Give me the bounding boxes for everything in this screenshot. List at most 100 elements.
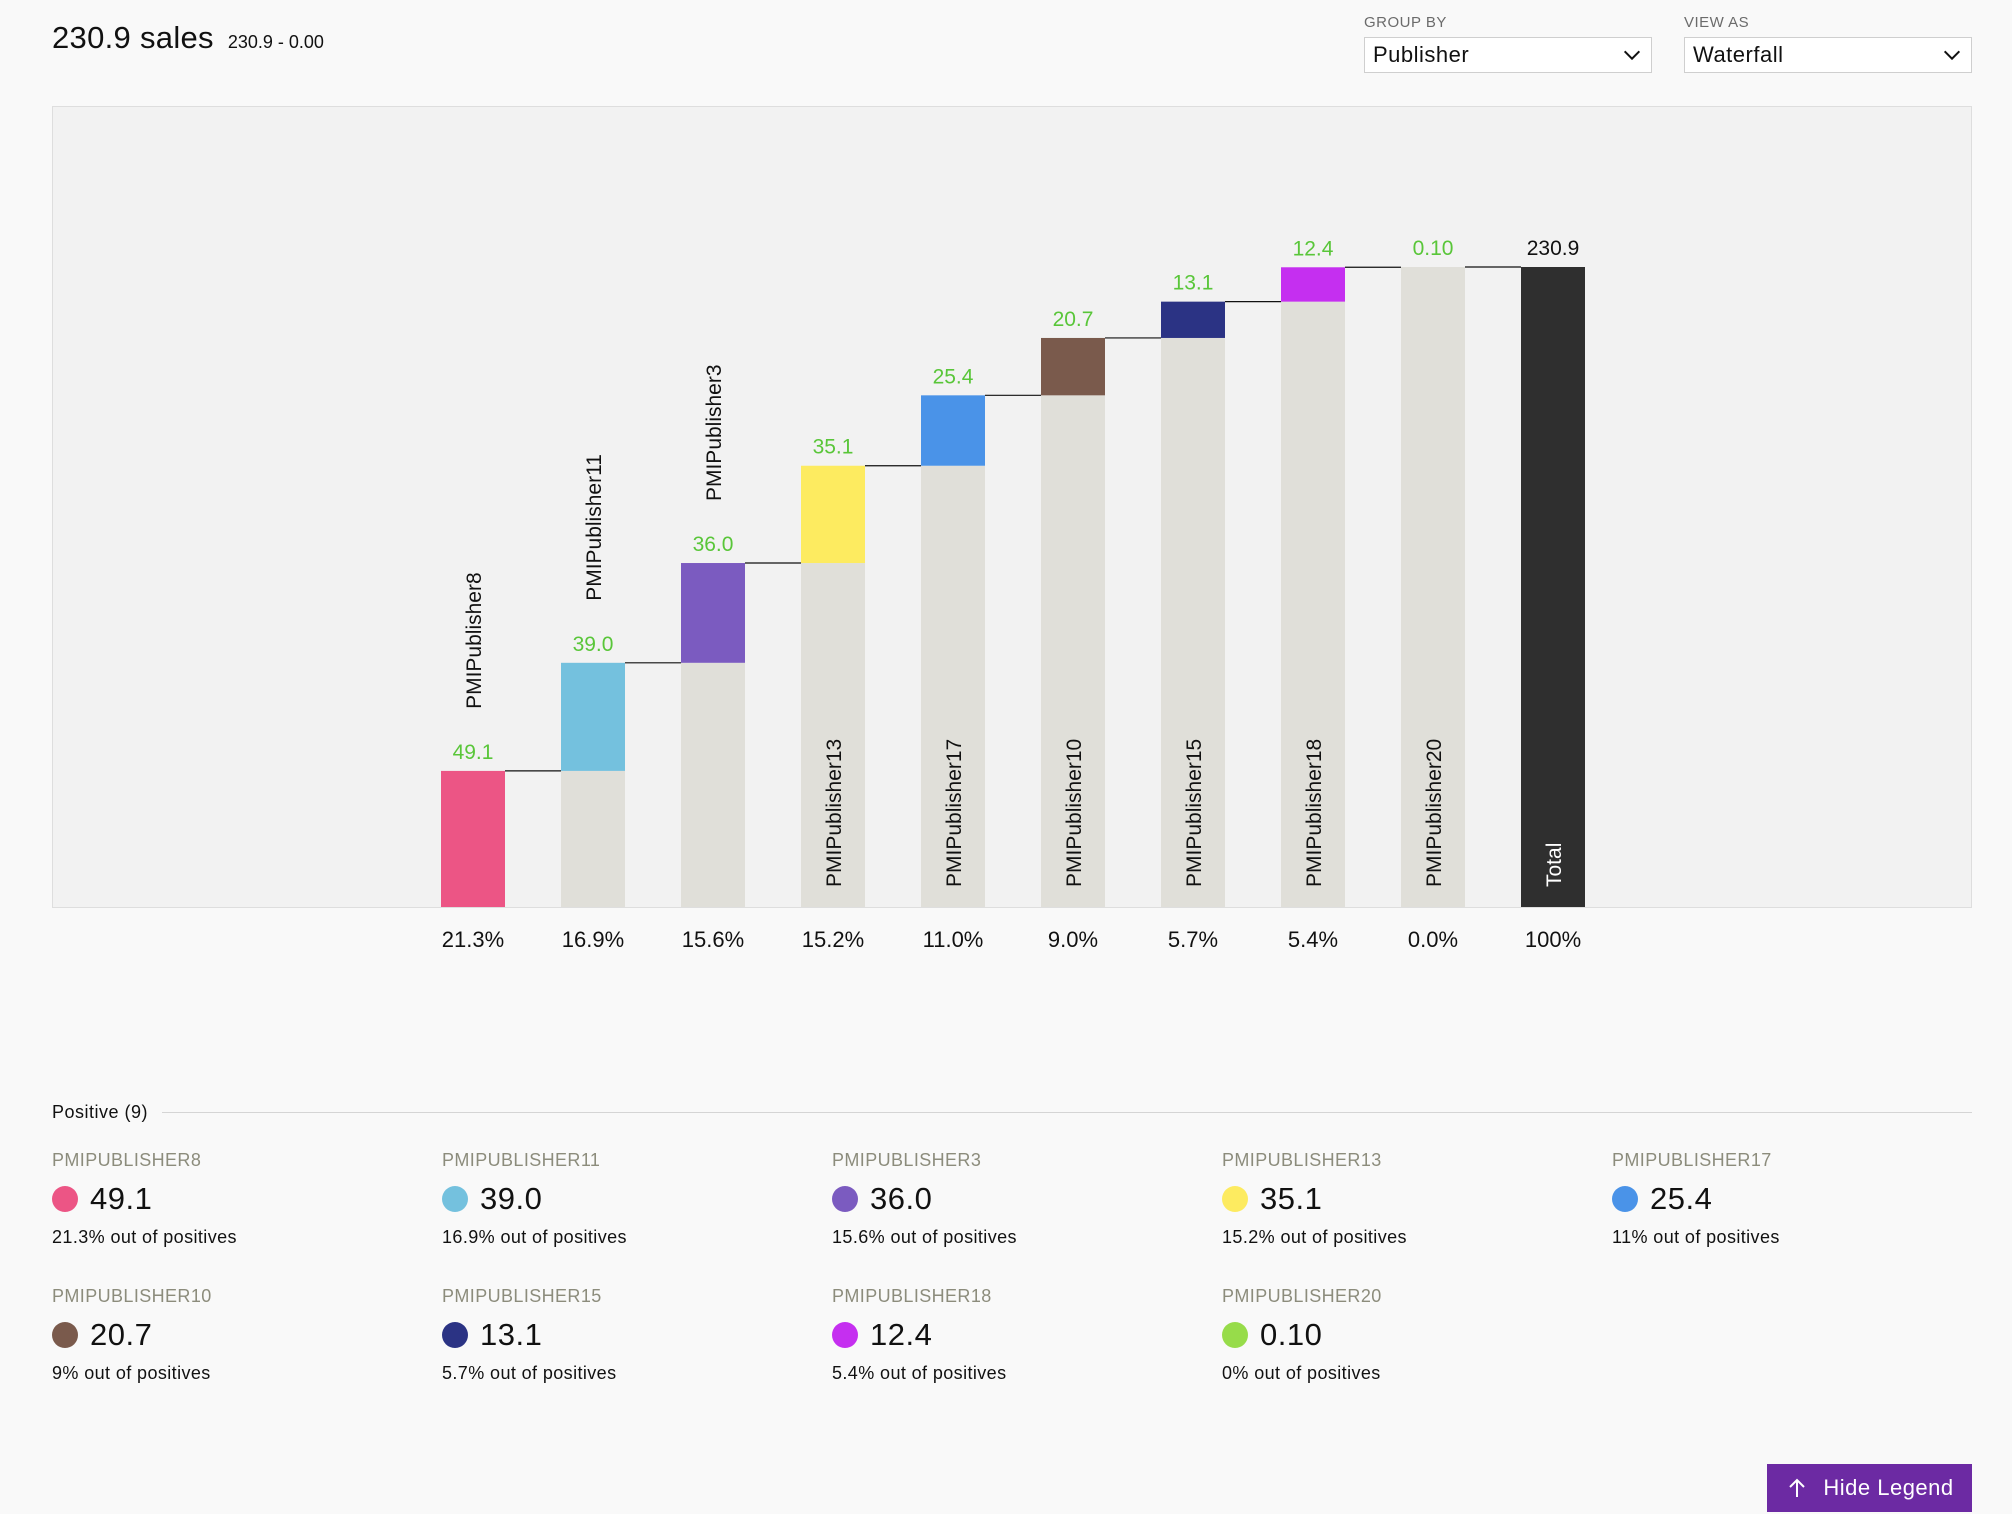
category-label: PMIPublisher8 [463, 572, 486, 709]
legend-item-percent: 5.7% out of positives [442, 1363, 617, 1383]
legend-color-dot [442, 1186, 468, 1212]
legend-item-value: 13.1 [480, 1317, 543, 1352]
legend-item[interactable]: PMIPUBLISHER18 12.4 5.4% out of positives [832, 1286, 1212, 1384]
view-as-select[interactable]: Waterfall [1684, 37, 1972, 73]
legend-divider [162, 1112, 1972, 1113]
legend-item-name: PMIPUBLISHER17 [1612, 1150, 1772, 1170]
value-label: 25.4 [933, 365, 974, 388]
legend-item-value: 25.4 [1650, 1181, 1713, 1216]
category-label: Total [1543, 843, 1566, 887]
chart-area [52, 106, 1972, 908]
hide-legend-label: Hide Legend [1823, 1475, 1954, 1500]
legend-item-percent: 5.4% out of positives [832, 1363, 1007, 1383]
percent-label: 11.0% [923, 927, 984, 952]
legend-color-dot [52, 1322, 78, 1348]
legend-item-value: 39.0 [480, 1181, 543, 1216]
category-label: PMIPublisher15 [1183, 739, 1206, 887]
bar-pmipublisher20[interactable] [1401, 267, 1465, 268]
percent-label: 15.2% [802, 927, 864, 952]
value-label: 13.1 [1173, 272, 1214, 295]
bar-base [681, 662, 745, 907]
legend-item-name: PMIPUBLISHER15 [442, 1286, 602, 1306]
legend-color-dot [1612, 1186, 1638, 1212]
view-as-value: Waterfall [1693, 42, 1784, 67]
group-by-label: GROUP BY [1364, 14, 1447, 31]
legend-item-value: 35.1 [1260, 1181, 1323, 1216]
legend-item[interactable]: PMIPUBLISHER13 35.1 15.2% out of positives [1222, 1150, 1602, 1248]
legend-color-dot [52, 1186, 78, 1212]
legend-item-value: 36.0 [870, 1181, 933, 1216]
arrow-up-icon [1789, 1478, 1806, 1497]
legend-item-name: PMIPUBLISHER20 [1222, 1286, 1382, 1306]
legend-item[interactable]: PMIPUBLISHER11 39.0 16.9% out of positives [442, 1150, 822, 1248]
percent-label: 5.7% [1168, 927, 1218, 952]
bar-base [561, 770, 625, 907]
value-label: 0.10 [1413, 237, 1454, 260]
bar-pmipublisher8[interactable] [441, 770, 505, 907]
value-label: 36.0 [693, 533, 734, 556]
group-by-value: Publisher [1373, 42, 1470, 67]
legend-header: Positive (9) [52, 1102, 1972, 1123]
legend-item-value: 49.1 [90, 1181, 153, 1216]
percent-label: 21.3% [442, 927, 504, 952]
legend-color-dot [1222, 1186, 1248, 1212]
bar-pmipublisher11[interactable] [561, 662, 625, 771]
sales-range-subtitle: 230.9 - 0.00 [227, 32, 324, 52]
total-sales-title: 230.9 sales [52, 20, 214, 55]
group-by-select[interactable]: Publisher [1364, 37, 1652, 73]
legend-item-percent: 16.9% out of positives [442, 1227, 627, 1247]
percent-label: 5.4% [1288, 927, 1338, 952]
bar-total[interactable] [1521, 267, 1585, 907]
legend-color-dot [442, 1322, 468, 1348]
legend-item-name: PMIPUBLISHER18 [832, 1286, 992, 1306]
bar-base [921, 465, 985, 907]
hide-legend-button[interactable]: Hide Legend [1767, 1464, 1972, 1512]
category-label: PMIPublisher11 [583, 454, 606, 601]
legend-item-value: 20.7 [90, 1317, 153, 1352]
view-as-control: VIEW AS Waterfall [1684, 14, 1972, 73]
legend-item-percent: 9% out of positives [52, 1363, 211, 1383]
page-title: 230.9 sales 230.9 - 0.00 [52, 20, 324, 56]
legend-item[interactable]: PMIPUBLISHER15 13.1 5.7% out of positives [442, 1286, 822, 1384]
value-label: 230.9 [1527, 237, 1580, 260]
category-label: PMIPublisher17 [943, 739, 966, 887]
legend-item[interactable]: PMIPUBLISHER10 20.7 9% out of positives [52, 1286, 432, 1384]
bar-base [1161, 337, 1225, 907]
percent-label: 0.0% [1408, 927, 1458, 952]
value-label: 39.0 [573, 633, 614, 656]
value-label: 35.1 [813, 436, 854, 459]
legend-item-name: PMIPUBLISHER11 [442, 1150, 601, 1170]
legend-item[interactable]: PMIPUBLISHER20 0.10 0% out of positives [1222, 1286, 1602, 1384]
legend-item-percent: 0% out of positives [1222, 1363, 1381, 1383]
legend-item-percent: 11% out of positives [1612, 1227, 1780, 1247]
category-label: PMIPublisher3 [703, 364, 726, 501]
percent-label: 9.0% [1048, 927, 1098, 952]
category-label: PMIPublisher20 [1423, 739, 1446, 887]
legend-item-name: PMIPUBLISHER13 [1222, 1150, 1382, 1170]
legend-item-name: PMIPUBLISHER8 [52, 1150, 202, 1170]
legend-color-dot [1222, 1322, 1248, 1348]
category-label: PMIPublisher18 [1303, 739, 1326, 887]
legend-color-dot [832, 1186, 858, 1212]
bar-pmipublisher18[interactable] [1281, 267, 1345, 302]
legend-item-name: PMIPUBLISHER3 [832, 1150, 982, 1170]
legend-item[interactable]: PMIPUBLISHER17 25.4 11% out of positives [1612, 1150, 1992, 1248]
view-as-label: VIEW AS [1684, 14, 1750, 31]
bar-pmipublisher3[interactable] [681, 563, 745, 663]
bar-pmipublisher15[interactable] [1161, 301, 1225, 338]
bar-pmipublisher17[interactable] [921, 395, 985, 466]
bar-pmipublisher10[interactable] [1041, 337, 1105, 396]
bar-pmipublisher13[interactable] [801, 465, 865, 564]
chevron-down-icon [1623, 50, 1641, 61]
legend-item-percent: 15.2% out of positives [1222, 1227, 1407, 1247]
legend-item[interactable]: PMIPUBLISHER3 36.0 15.6% out of positives [832, 1150, 1212, 1248]
legend-item-percent: 15.6% out of positives [832, 1227, 1017, 1247]
value-label: 49.1 [453, 741, 494, 764]
legend-item-percent: 21.3% out of positives [52, 1227, 237, 1247]
value-label: 12.4 [1293, 237, 1334, 260]
legend-color-dot [832, 1322, 858, 1348]
legend-item[interactable]: PMIPUBLISHER8 49.1 21.3% out of positives [52, 1150, 432, 1248]
category-label: PMIPublisher13 [823, 739, 846, 887]
bar-base [1041, 395, 1105, 907]
percent-label: 16.9% [562, 927, 624, 952]
